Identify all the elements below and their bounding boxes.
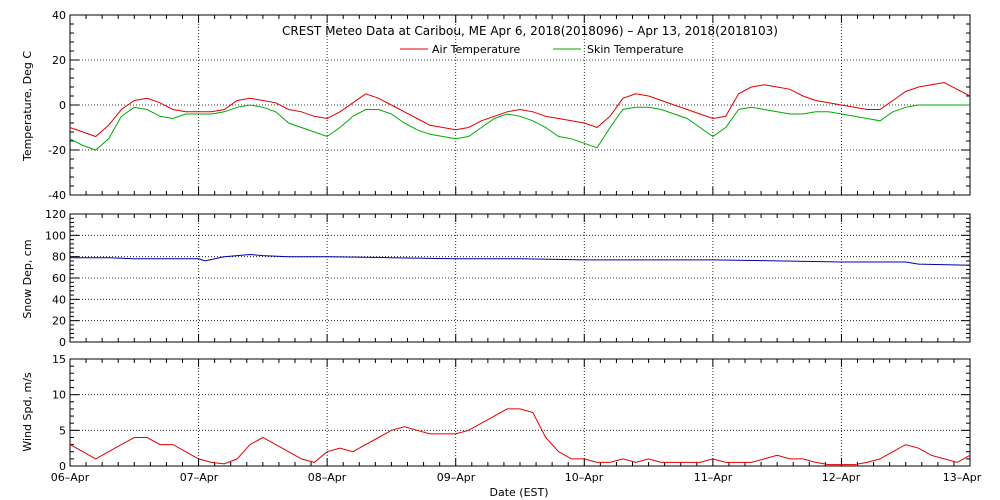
- x-tick-label: 09–Apr: [437, 471, 476, 484]
- y-tick-label: 0: [59, 460, 66, 473]
- y-tick-label: 5: [59, 424, 66, 437]
- y-axis-label-snow-depth: Snow Dep, cm: [21, 239, 34, 318]
- y-axis-label-wind-speed: Wind Spd, m/s: [21, 372, 34, 452]
- y-tick-label: 120: [45, 208, 66, 221]
- plot-frame: [69, 358, 971, 467]
- y-tick-label: 100: [45, 229, 66, 242]
- y-tick-label: 15: [52, 353, 66, 366]
- y-tick-label: -40: [48, 189, 66, 202]
- series-line-series-1: [70, 253, 971, 266]
- y-tick-label: 40: [52, 293, 66, 306]
- x-tick-label: 08–Apr: [308, 471, 347, 484]
- x-tick-label: 13–Apr: [943, 471, 982, 484]
- x-tick-label: 07–Apr: [180, 471, 219, 484]
- y-tick-label: 60: [52, 272, 66, 285]
- x-axis-tick-labels: 06–Apr 07–Apr 08–Apr 09–Apr 10–Apr 11–Ap…: [51, 471, 982, 484]
- series-line-series-2: [69, 408, 971, 466]
- x-tick-label: 10–Apr: [565, 471, 604, 484]
- temperature-panel: -40 -20 0 20 40: [48, 9, 971, 202]
- y-tick-label: 10: [52, 389, 66, 402]
- x-axis-label: Date (EST): [489, 486, 548, 499]
- series-line-air-temperature: [69, 81, 971, 138]
- chart-title: CREST Meteo Data at Caribou, ME Apr 6, 2…: [282, 24, 778, 38]
- y-tick-label: -20: [48, 144, 66, 157]
- y-tick-label: 40: [52, 9, 66, 22]
- snow-depth-panel: 0 20 40 60 80 100 120: [45, 208, 971, 349]
- y-axis-label-temperature: Temperature, Deg C: [21, 51, 34, 162]
- wind-speed-panel: 0 5 10 15: [52, 353, 971, 473]
- y-tick-label: 20: [52, 315, 66, 328]
- y-tick-label: 20: [52, 54, 66, 67]
- x-tick-label: 12–Apr: [822, 471, 861, 484]
- x-tick-label: 11–Apr: [694, 471, 733, 484]
- legend-label-skin-temperature: Skin Temperature: [587, 43, 684, 56]
- y-tick-label: 0: [59, 336, 66, 349]
- x-tick-label: 06–Apr: [51, 471, 90, 484]
- y-tick-label: 80: [52, 251, 66, 264]
- y-tick-label: 0: [59, 99, 66, 112]
- series-line-skin-temperature: [69, 104, 970, 151]
- legend-label-air-temperature: Air Temperature: [432, 43, 521, 56]
